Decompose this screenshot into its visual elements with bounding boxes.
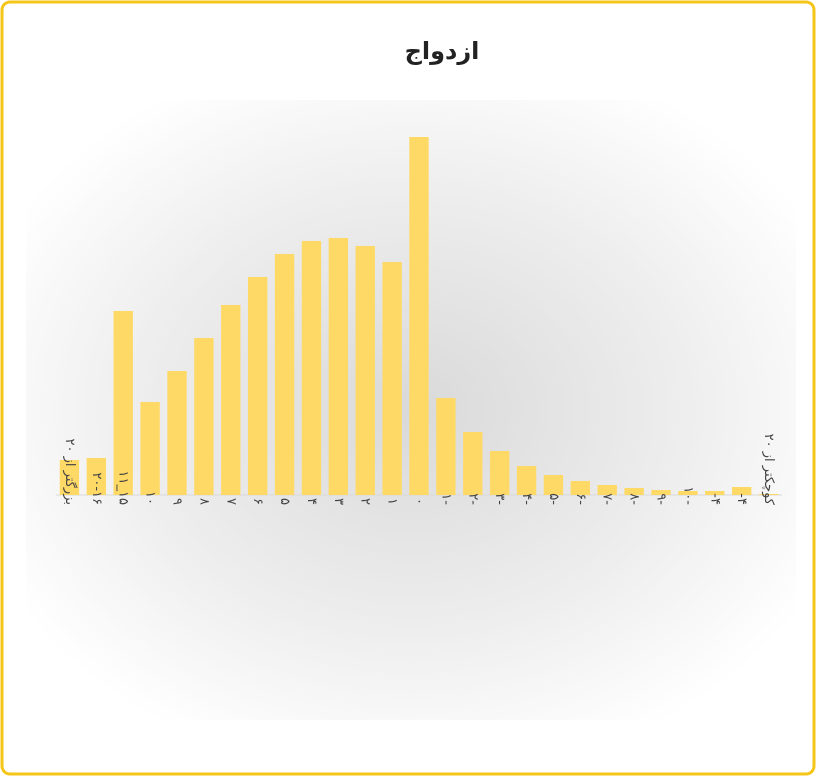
bar bbox=[705, 491, 725, 495]
x-tick-label: ۹ bbox=[170, 498, 185, 505]
x-tick-label: ۴- bbox=[734, 493, 749, 505]
bar bbox=[570, 481, 591, 495]
bar bbox=[113, 311, 133, 495]
bar bbox=[489, 451, 510, 495]
bar bbox=[167, 371, 187, 495]
x-tick-label: -۱ bbox=[438, 493, 453, 505]
bar bbox=[597, 485, 617, 495]
bar bbox=[516, 466, 537, 495]
bar bbox=[543, 475, 564, 495]
bar bbox=[382, 262, 402, 495]
bar bbox=[301, 241, 322, 495]
x-tick-label: -۴ bbox=[519, 493, 534, 505]
x-tick-label: -۶ bbox=[573, 493, 588, 505]
x-tick-label: ۴- bbox=[707, 493, 722, 505]
bar bbox=[651, 490, 671, 495]
bar bbox=[463, 432, 483, 495]
x-tick-label: ۱۰ bbox=[143, 491, 158, 505]
bar bbox=[221, 305, 241, 495]
x-tick-label: -۸ bbox=[627, 493, 642, 505]
bar bbox=[328, 238, 349, 495]
bar bbox=[409, 137, 429, 495]
bar bbox=[86, 458, 107, 495]
x-tick-label: ۱۵_۱۱ bbox=[116, 471, 131, 505]
bar bbox=[731, 487, 752, 495]
x-tick-label: ۰ bbox=[412, 498, 427, 505]
bar bbox=[624, 488, 644, 495]
bar bbox=[758, 494, 779, 495]
x-tick-label: ۲۰-۱۶ bbox=[89, 472, 104, 505]
x-tick-label: ۶ bbox=[250, 498, 265, 505]
bar bbox=[247, 277, 268, 495]
bar bbox=[678, 491, 698, 495]
x-tick-label: -۲ bbox=[465, 493, 480, 505]
x-tick-label: بزرگتر از ۲۰ bbox=[62, 439, 78, 505]
x-tick-label: ۴ bbox=[304, 498, 319, 505]
x-tick-label: ۳ bbox=[331, 498, 346, 505]
x-tick-label: -۷ bbox=[600, 493, 615, 505]
bar bbox=[436, 398, 456, 495]
x-tick-label: کوچکتر از ۲۰ bbox=[761, 434, 776, 506]
x-tick-label: ۱ bbox=[385, 498, 400, 505]
x-tick-label: -۵ bbox=[546, 493, 561, 505]
bar bbox=[274, 254, 295, 495]
bar bbox=[59, 460, 80, 495]
chart-title: ازدواج bbox=[405, 37, 480, 65]
x-tick-label: ۸ bbox=[196, 498, 211, 505]
bar bbox=[140, 402, 160, 495]
bar bbox=[355, 246, 375, 495]
x-tick-label: ۵ bbox=[277, 498, 292, 505]
x-tick-label: -۹ bbox=[654, 493, 669, 505]
x-tick-label: ۲ bbox=[358, 498, 373, 505]
bar bbox=[194, 338, 214, 495]
x-tick-label: ۷ bbox=[223, 498, 238, 505]
x-tick-label: -۳ bbox=[492, 493, 507, 505]
x-tick-label: -۱۰ bbox=[680, 486, 695, 505]
